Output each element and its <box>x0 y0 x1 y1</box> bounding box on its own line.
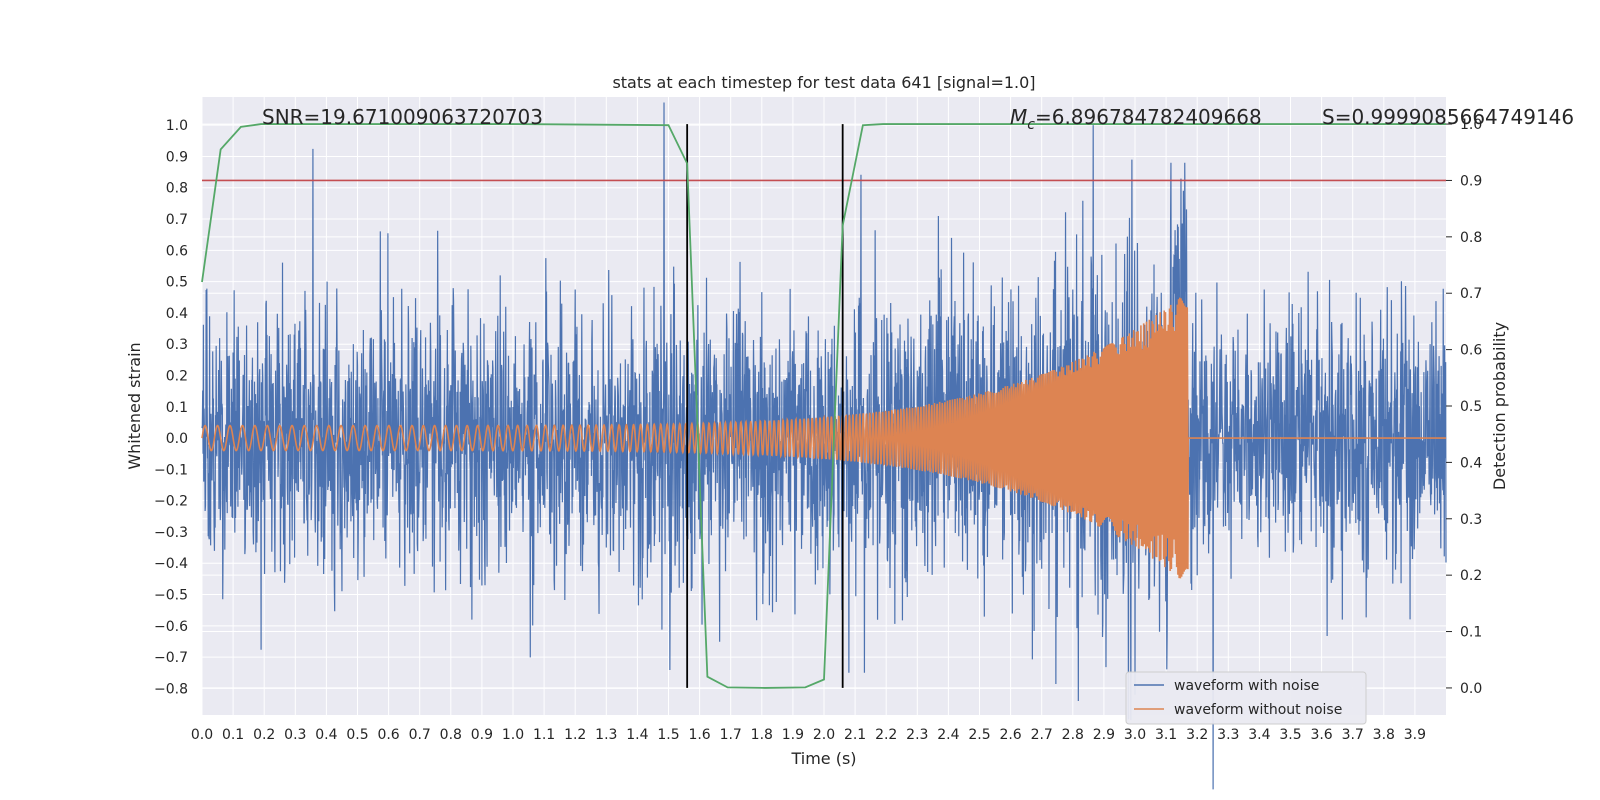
y-left-tick-label: −0.4 <box>154 556 188 572</box>
x-tick-label: 1.4 <box>626 727 648 743</box>
y-left-tick-label: −0.3 <box>154 525 188 541</box>
x-tick-label: 0.2 <box>253 727 275 743</box>
x-tick-label: 2.4 <box>937 727 959 743</box>
x-tick-label: 3.5 <box>1279 727 1301 743</box>
x-tick-label: 1.8 <box>751 727 773 743</box>
y-left-tick-label: 0.6 <box>166 243 188 259</box>
x-tick-label: 2.3 <box>906 727 928 743</box>
x-tick-label: 0.4 <box>315 727 337 743</box>
x-tick-label: 3.0 <box>1124 727 1146 743</box>
chart-title: stats at each timestep for test data 641… <box>612 73 1035 92</box>
x-tick-label: 1.7 <box>720 727 742 743</box>
x-tick-labels: 0.0 0.1 0.2 0.3 0.4 0.5 0.6 0.7 0.8 0.9 1.0 1.1 1.2 1… <box>191 727 1426 743</box>
x-tick-label: 2.2 <box>875 727 897 743</box>
legend: waveform with noise waveform without noi… <box>1125 671 1367 725</box>
x-tick-label: 1.6 <box>688 727 710 743</box>
clean-line <box>201 297 1446 579</box>
y-left-axis-label: Whitened strain <box>125 342 144 469</box>
y-left-tick-label: 0.9 <box>166 149 188 165</box>
s-annotation: S=0.9999085664749146 <box>1322 105 1574 129</box>
x-tick-label: 3.8 <box>1373 727 1395 743</box>
y-left-tick-label: −0.6 <box>154 619 188 635</box>
x-tick-label: 0.5 <box>346 727 368 743</box>
x-tick-label: 2.7 <box>1031 727 1053 743</box>
probability-line <box>201 123 1446 689</box>
x-tick-label: 1.5 <box>657 727 679 743</box>
legend-label-clean: waveform without noise <box>1174 702 1342 718</box>
y-right-tick-label: 0.9 <box>1460 173 1482 189</box>
y-left-tick-label: 0.5 <box>166 275 188 291</box>
y-left-tick-label: −0.8 <box>154 681 188 697</box>
x-tick-label: 3.2 <box>1186 727 1208 743</box>
x-tick-label: 2.6 <box>999 727 1021 743</box>
y-right-tick-label: 0.4 <box>1460 455 1482 471</box>
y-left-tick-label: 0.3 <box>166 337 188 353</box>
x-tick-label: 1.1 <box>533 727 555 743</box>
x-tick-label: 3.4 <box>1248 727 1270 743</box>
series-detection-probability <box>201 123 1446 689</box>
x-tick-label: 0.6 <box>377 727 399 743</box>
x-tick-label: 2.1 <box>844 727 866 743</box>
y-right-tick-label: 0.0 <box>1460 681 1482 697</box>
x-tick-label: 1.0 <box>502 727 524 743</box>
y-right-tick-label: 0.2 <box>1460 568 1482 584</box>
y-left-tick-label: 1.0 <box>166 118 188 134</box>
y-right-tick-label: 0.5 <box>1460 399 1482 415</box>
x-tick-label: 2.5 <box>968 727 990 743</box>
x-tick-label: 1.3 <box>595 727 617 743</box>
y-left-tick-label: −0.2 <box>154 494 188 510</box>
x-tick-label: 0.1 <box>222 727 244 743</box>
y-right-axis-label: Detection probability <box>1490 322 1509 490</box>
y-right-tick-label: 0.7 <box>1460 286 1482 302</box>
y-left-tick-label: 0.4 <box>166 306 188 322</box>
chirp-mass-annotation: Mc=6.896784782409668 <box>1010 105 1262 133</box>
y-right-tick-label: 0.1 <box>1460 625 1482 641</box>
y-left-tick-label: 0.8 <box>166 181 188 197</box>
x-tick-label: 3.1 <box>1155 727 1177 743</box>
vertical-markers <box>686 124 844 688</box>
x-tick-label: 2.0 <box>813 727 835 743</box>
y-right-tick-labels: 0.0 0.1 0.2 0.3 0.4 0.5 0.6 0.7 0.8 0.9 1.0 <box>1446 117 1482 697</box>
series-waveform-with-noise <box>201 102 1447 790</box>
x-tick-label: 2.8 <box>1062 727 1084 743</box>
legend-label-noise: waveform with noise <box>1174 678 1319 694</box>
x-tick-label: 3.6 <box>1310 727 1332 743</box>
x-tick-label: 2.9 <box>1093 727 1115 743</box>
y-right-tick-label: 0.8 <box>1460 230 1482 246</box>
chirp-mass-value: =6.896784782409668 <box>1035 105 1262 129</box>
x-tick-label: 0.9 <box>471 727 493 743</box>
x-axis-label: Time (s) <box>790 749 856 768</box>
x-tick-label: 0.0 <box>191 727 213 743</box>
x-tick-label: 3.9 <box>1404 727 1426 743</box>
x-tick-label: 0.3 <box>284 727 306 743</box>
y-right-tick-label: 0.6 <box>1460 343 1482 359</box>
legend-box <box>1125 671 1367 725</box>
noise-line <box>201 102 1447 790</box>
y-left-tick-labels: −0.8 −0.7 −0.6 −0.5 −0.4 −0.3 −0.2 −0.1 0.0 0.1 0.… <box>154 118 188 697</box>
series-waveform-without-noise <box>201 297 1446 579</box>
y-left-tick-label: 0.2 <box>166 368 188 384</box>
y-right-tick-label: 0.3 <box>1460 512 1482 528</box>
x-tick-label: 3.3 <box>1217 727 1239 743</box>
y-left-tick-label: −0.5 <box>154 588 188 604</box>
y-right-tick-label: 1.0 <box>1460 117 1482 133</box>
snr-annotation: SNR=19.671009063720703 <box>262 105 543 129</box>
x-tick-label: 0.8 <box>440 727 462 743</box>
y-left-tick-label: −0.7 <box>154 650 188 666</box>
x-tick-label: 3.7 <box>1342 727 1364 743</box>
y-left-tick-label: −0.1 <box>154 462 188 478</box>
chirp-mass-symbol: M <box>1010 105 1027 129</box>
chirp-mass-subscript: c <box>1027 117 1035 133</box>
y-left-tick-label: 0.7 <box>166 212 188 228</box>
x-tick-label: 1.9 <box>782 727 804 743</box>
y-left-tick-label: 0.0 <box>166 431 188 447</box>
y-left-tick-label: 0.1 <box>166 400 188 416</box>
x-tick-label: 1.2 <box>564 727 586 743</box>
x-tick-label: 0.7 <box>409 727 431 743</box>
